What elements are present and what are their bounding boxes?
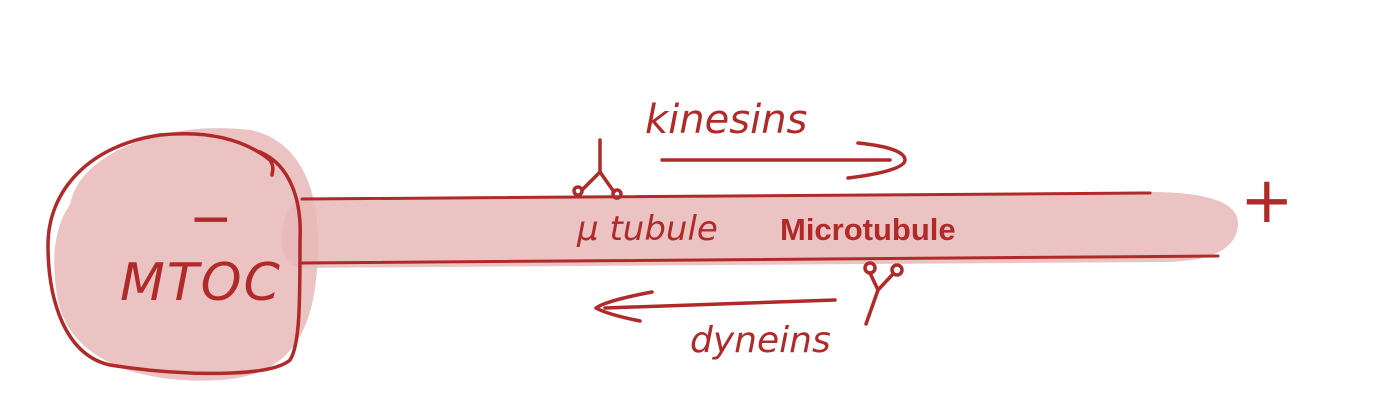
mu-tubule-label: μ tubule xyxy=(576,209,718,249)
kinesin-motor-icon xyxy=(572,138,623,200)
microtubule-fill xyxy=(281,192,1239,268)
mtoc-fill xyxy=(54,128,319,381)
minus-end-label: − xyxy=(189,189,233,249)
dyneins-label: dyneins xyxy=(690,320,831,361)
plus-end-label: + xyxy=(1240,164,1294,238)
kinesin-direction-arrow xyxy=(660,141,907,180)
dynein-direction-arrow xyxy=(594,290,837,323)
microtubule-label: Microtubule xyxy=(780,212,956,247)
dynein-motor-icon xyxy=(863,261,904,326)
kinesins-label: kinesins xyxy=(645,97,807,143)
mtoc-outline xyxy=(46,131,302,376)
mtoc-label: MTOC xyxy=(120,253,282,313)
microtubule-top-line xyxy=(300,191,1152,201)
microtubule-bottom-line xyxy=(300,254,1220,265)
